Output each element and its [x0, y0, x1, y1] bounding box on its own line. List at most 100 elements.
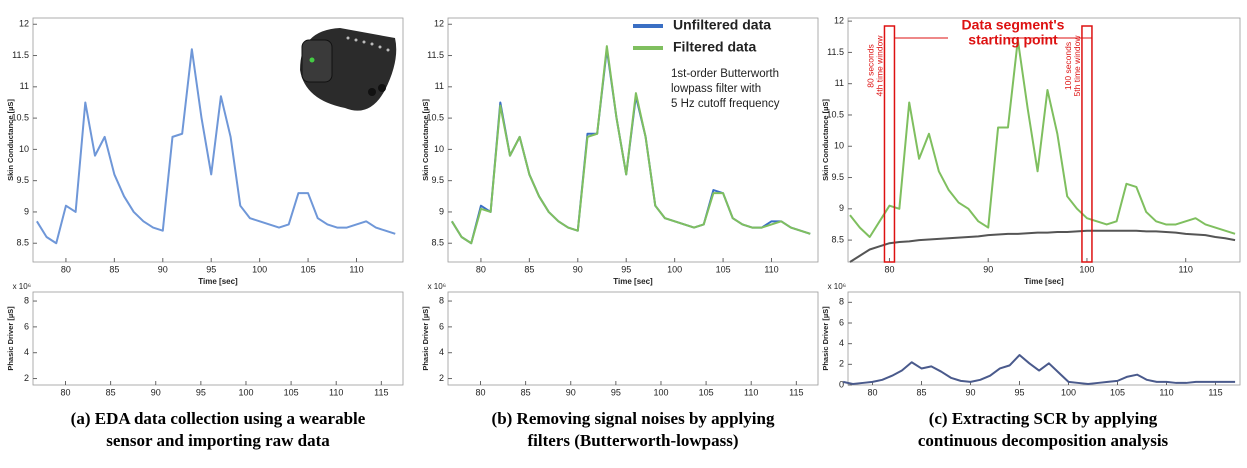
x-tick-label: 100	[1079, 264, 1094, 274]
x-tick-label: 80	[475, 387, 485, 397]
x-tick-label: 100	[667, 264, 682, 274]
x-tick-label: 110	[744, 387, 758, 397]
x-tick-label: 115	[374, 387, 388, 397]
caption: (b) Removing signal noises by applying	[492, 409, 775, 428]
x-tick-label: 95	[611, 387, 621, 397]
y-tick-label: 0	[839, 379, 844, 389]
x-tick-label: 85	[109, 264, 119, 274]
x-tick-label: 105	[716, 264, 731, 274]
y-multiplier: x 10⁶	[828, 282, 846, 291]
y-tick-label: 10	[19, 144, 29, 154]
y-multiplier: x 10⁶	[428, 282, 446, 291]
series-line	[849, 229, 1236, 263]
time-window	[883, 25, 896, 263]
x-tick-label: 80	[60, 387, 70, 397]
y-tick-label: 2	[839, 359, 844, 369]
x-tick-label: 110	[1159, 387, 1173, 397]
caption: (c) Extracting SCR by applying	[929, 409, 1158, 428]
x-tick-label: 90	[983, 264, 993, 274]
y-tick-label: 6	[439, 321, 444, 331]
y-axis-label: Phasic Driver [µS]	[6, 306, 15, 371]
x-tick-label: 105	[301, 264, 316, 274]
y-tick-label: 9	[439, 206, 444, 216]
y-tick-label: 8	[839, 297, 844, 307]
y-tick-label: 11.5	[827, 47, 844, 57]
y-tick-label: 10.5	[426, 112, 444, 122]
wristband	[300, 28, 397, 111]
plot-frame	[447, 291, 819, 386]
y-tick-label: 11	[20, 81, 29, 91]
x-tick-label: 110	[329, 387, 343, 397]
y-tick-label: 9.5	[431, 175, 444, 185]
y-tick-label: 11.5	[12, 50, 29, 60]
x-tick-label: 115	[1208, 387, 1222, 397]
y-tick-label: 2	[24, 373, 29, 383]
window-label: 80 seconds	[866, 44, 876, 87]
plot-frame	[447, 17, 819, 263]
y-axis-label: Skin Conductance [µS]	[821, 99, 830, 181]
filter-note: 1st-order Butterworth	[671, 68, 779, 80]
x-tick-label: 105	[284, 387, 299, 397]
x-axis-label: Time [sec]	[1024, 277, 1064, 286]
plot-frame	[32, 17, 404, 263]
y-tick-label: 4	[24, 347, 29, 357]
x-tick-label: 90	[566, 387, 576, 397]
x-tick-label: 85	[916, 387, 926, 397]
plot-frame	[32, 291, 404, 386]
window-label: 100 seconds	[1063, 42, 1073, 90]
y-tick-label: 10	[434, 144, 444, 154]
x-tick-label: 80	[61, 264, 71, 274]
x-tick-label: 90	[151, 387, 161, 397]
y-tick-label: 4	[439, 347, 444, 357]
x-tick-label: 100	[1061, 387, 1076, 397]
y-axis-label: Phasic Driver [µS]	[821, 306, 830, 371]
caption: sensor and importing raw data	[106, 431, 330, 450]
y-tick-label: 8	[24, 295, 29, 305]
plot-frame	[847, 17, 1241, 263]
y-tick-label: 10.5	[826, 109, 844, 119]
y-tick-label: 2	[439, 373, 444, 383]
y-tick-label: 12	[434, 19, 444, 29]
x-tick-label: 80	[476, 264, 486, 274]
y-axis-label: Skin Conductance [µS]	[421, 99, 430, 181]
x-tick-label: 90	[158, 264, 168, 274]
x-tick-label: 100	[238, 387, 253, 397]
series-line	[842, 354, 1236, 385]
x-tick-label: 80	[884, 264, 894, 274]
x-tick-label: 85	[106, 387, 116, 397]
x-tick-label: 95	[621, 264, 631, 274]
y-tick-label: 11	[835, 78, 844, 88]
y-tick-label: 9.5	[16, 175, 29, 185]
series-line	[36, 48, 396, 245]
y-tick-label: 12	[19, 19, 29, 29]
x-tick-label: 85	[524, 264, 534, 274]
y-tick-label: 8	[439, 295, 444, 305]
plot-frame	[847, 291, 1241, 386]
annotation: Data segment's	[962, 17, 1065, 33]
x-tick-label: 105	[1110, 387, 1125, 397]
x-tick-label: 100	[252, 264, 267, 274]
y-tick-label: 12	[834, 16, 844, 26]
legend-label: Unfiltered data	[673, 17, 771, 33]
x-tick-label: 95	[206, 264, 216, 274]
y-tick-label: 10	[834, 141, 844, 151]
filter-note: 5 Hz cutoff frequency	[671, 98, 780, 110]
annotation: starting point	[968, 32, 1058, 48]
x-tick-label: 105	[699, 387, 714, 397]
y-multiplier: x 10⁶	[13, 282, 31, 291]
y-axis-label: Phasic Driver [µS]	[421, 306, 430, 371]
y-tick-label: 6	[839, 317, 844, 327]
x-tick-label: 110	[1179, 264, 1193, 274]
caption: continuous decomposition analysis	[918, 431, 1169, 450]
y-tick-label: 10.5	[11, 112, 29, 122]
y-tick-label: 8.5	[431, 238, 444, 248]
caption: filters (Butterworth-lowpass)	[527, 431, 738, 450]
x-tick-label: 85	[521, 387, 531, 397]
y-axis-label: Skin Conductance [µS]	[6, 99, 15, 181]
x-tick-label: 110	[764, 264, 778, 274]
filter-note: lowpass filter with	[671, 83, 761, 95]
x-tick-label: 95	[1014, 387, 1024, 397]
x-tick-label: 95	[196, 387, 206, 397]
caption: (a) EDA data collection using a wearable	[71, 409, 366, 428]
